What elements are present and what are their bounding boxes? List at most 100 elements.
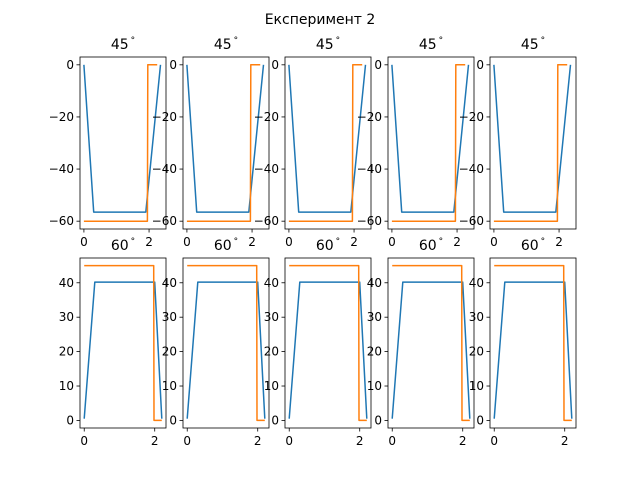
y-tick-label: 30 xyxy=(59,310,74,324)
subplot: 0 −20 −40 −60 0 2 45 ° xyxy=(357,36,475,249)
x-tick-label: 0 xyxy=(285,235,293,249)
axes-frame xyxy=(489,257,577,429)
y-tick-label: 0 xyxy=(476,413,484,427)
subplot-title: 60 ° xyxy=(111,237,135,254)
subplot-title: 45 ° xyxy=(316,36,340,53)
y-tick-label: 30 xyxy=(367,310,382,324)
series-line-0 xyxy=(493,281,573,419)
subplot-title: 60 ° xyxy=(316,237,340,254)
axes-frame xyxy=(182,56,270,230)
axes-frame xyxy=(489,56,577,230)
series-line-0 xyxy=(288,64,367,213)
x-tick-label: 2 xyxy=(561,434,569,448)
y-tick-label: 30 xyxy=(264,310,279,324)
y-tick-label: −40 xyxy=(459,162,484,176)
y-tick-label: 10 xyxy=(264,379,279,393)
series-line-1 xyxy=(186,64,261,222)
x-tick-label: 0 xyxy=(80,235,88,249)
series-line-1 xyxy=(391,64,466,222)
y-tick-label: 20 xyxy=(59,345,74,359)
y-tick-label: −60 xyxy=(152,214,177,228)
y-tick-label: 20 xyxy=(264,345,279,359)
x-tick-label: 0 xyxy=(80,434,88,448)
series-line-0 xyxy=(186,281,266,419)
series-line-1 xyxy=(288,64,363,222)
subplot-title: 60 ° xyxy=(419,237,443,254)
x-tick-label: 2 xyxy=(248,235,256,249)
series-line-1 xyxy=(494,264,572,422)
series-line-0 xyxy=(391,281,471,419)
series-line-0 xyxy=(493,64,572,213)
y-tick-label: −40 xyxy=(254,162,279,176)
y-tick-label: 20 xyxy=(162,345,177,359)
y-tick-label: 40 xyxy=(264,276,279,290)
x-tick-label: 2 xyxy=(254,434,262,448)
y-tick-label: 0 xyxy=(169,413,177,427)
x-tick-label: 2 xyxy=(555,235,563,249)
y-tick-label: 0 xyxy=(66,58,74,72)
series-line-1 xyxy=(289,264,367,422)
y-tick-label: 0 xyxy=(476,58,484,72)
y-tick-label: −20 xyxy=(254,110,279,124)
figure-title: Експеримент 2 xyxy=(265,12,376,28)
y-tick-label: 0 xyxy=(374,413,382,427)
y-tick-label: 0 xyxy=(271,413,279,427)
subplot: 0 −20 −40 −60 0 2 45 ° xyxy=(254,36,372,249)
subplot: 0 10 20 30 40 0 2 60 ° xyxy=(264,237,372,448)
y-tick-label: 0 xyxy=(169,58,177,72)
x-tick-label: 0 xyxy=(388,235,396,249)
subplot-title: 45 ° xyxy=(214,36,238,53)
x-tick-label: 0 xyxy=(490,235,498,249)
y-tick-label: 40 xyxy=(469,276,484,290)
subplot: 0 −20 −40 −60 0 2 45 ° xyxy=(459,36,577,249)
y-tick-label: 20 xyxy=(367,345,382,359)
y-tick-label: 10 xyxy=(162,379,177,393)
y-tick-label: 40 xyxy=(59,276,74,290)
subplot-title: 45 ° xyxy=(111,36,135,53)
x-tick-label: 0 xyxy=(183,434,191,448)
x-tick-label: 0 xyxy=(388,434,396,448)
subplot-title: 45 ° xyxy=(521,36,545,53)
axes-frame xyxy=(284,56,372,230)
series-line-1 xyxy=(187,264,265,422)
axes-frame xyxy=(387,257,475,429)
y-tick-label: −60 xyxy=(459,214,484,228)
x-tick-label: 2 xyxy=(453,235,461,249)
y-tick-label: 0 xyxy=(66,413,74,427)
x-tick-label: 2 xyxy=(459,434,467,448)
subplot-title: 60 ° xyxy=(521,237,545,254)
series-line-1 xyxy=(84,264,162,422)
series-line-1 xyxy=(493,64,568,222)
y-tick-label: 30 xyxy=(162,310,177,324)
y-tick-label: 30 xyxy=(469,310,484,324)
x-tick-label: 0 xyxy=(490,434,498,448)
subplot: 0 −20 −40 −60 0 2 45 ° xyxy=(152,36,270,249)
y-tick-label: −40 xyxy=(357,162,382,176)
y-tick-label: 20 xyxy=(469,345,484,359)
y-tick-label: −20 xyxy=(357,110,382,124)
y-tick-label: 0 xyxy=(374,58,382,72)
x-tick-label: 2 xyxy=(350,235,358,249)
series-line-0 xyxy=(288,281,368,419)
y-tick-label: 40 xyxy=(162,276,177,290)
subplot-title: 45 ° xyxy=(419,36,443,53)
y-tick-label: 10 xyxy=(469,379,484,393)
series-line-1 xyxy=(392,264,470,422)
y-tick-label: −60 xyxy=(49,214,74,228)
y-tick-label: 10 xyxy=(367,379,382,393)
x-tick-label: 0 xyxy=(183,235,191,249)
x-tick-label: 2 xyxy=(151,434,159,448)
y-tick-label: −60 xyxy=(357,214,382,228)
series-line-0 xyxy=(83,281,163,419)
subplot-title: 60 ° xyxy=(214,237,238,254)
y-tick-label: −20 xyxy=(459,110,484,124)
subplot-grid: 0−20−40−600 245 °0−20−40−600 245 °0−20−40−60… xyxy=(49,36,577,448)
y-tick-label: −40 xyxy=(49,162,74,176)
axes-frame xyxy=(79,56,167,230)
y-tick-label: 0 xyxy=(271,58,279,72)
y-tick-label: −60 xyxy=(254,214,279,228)
